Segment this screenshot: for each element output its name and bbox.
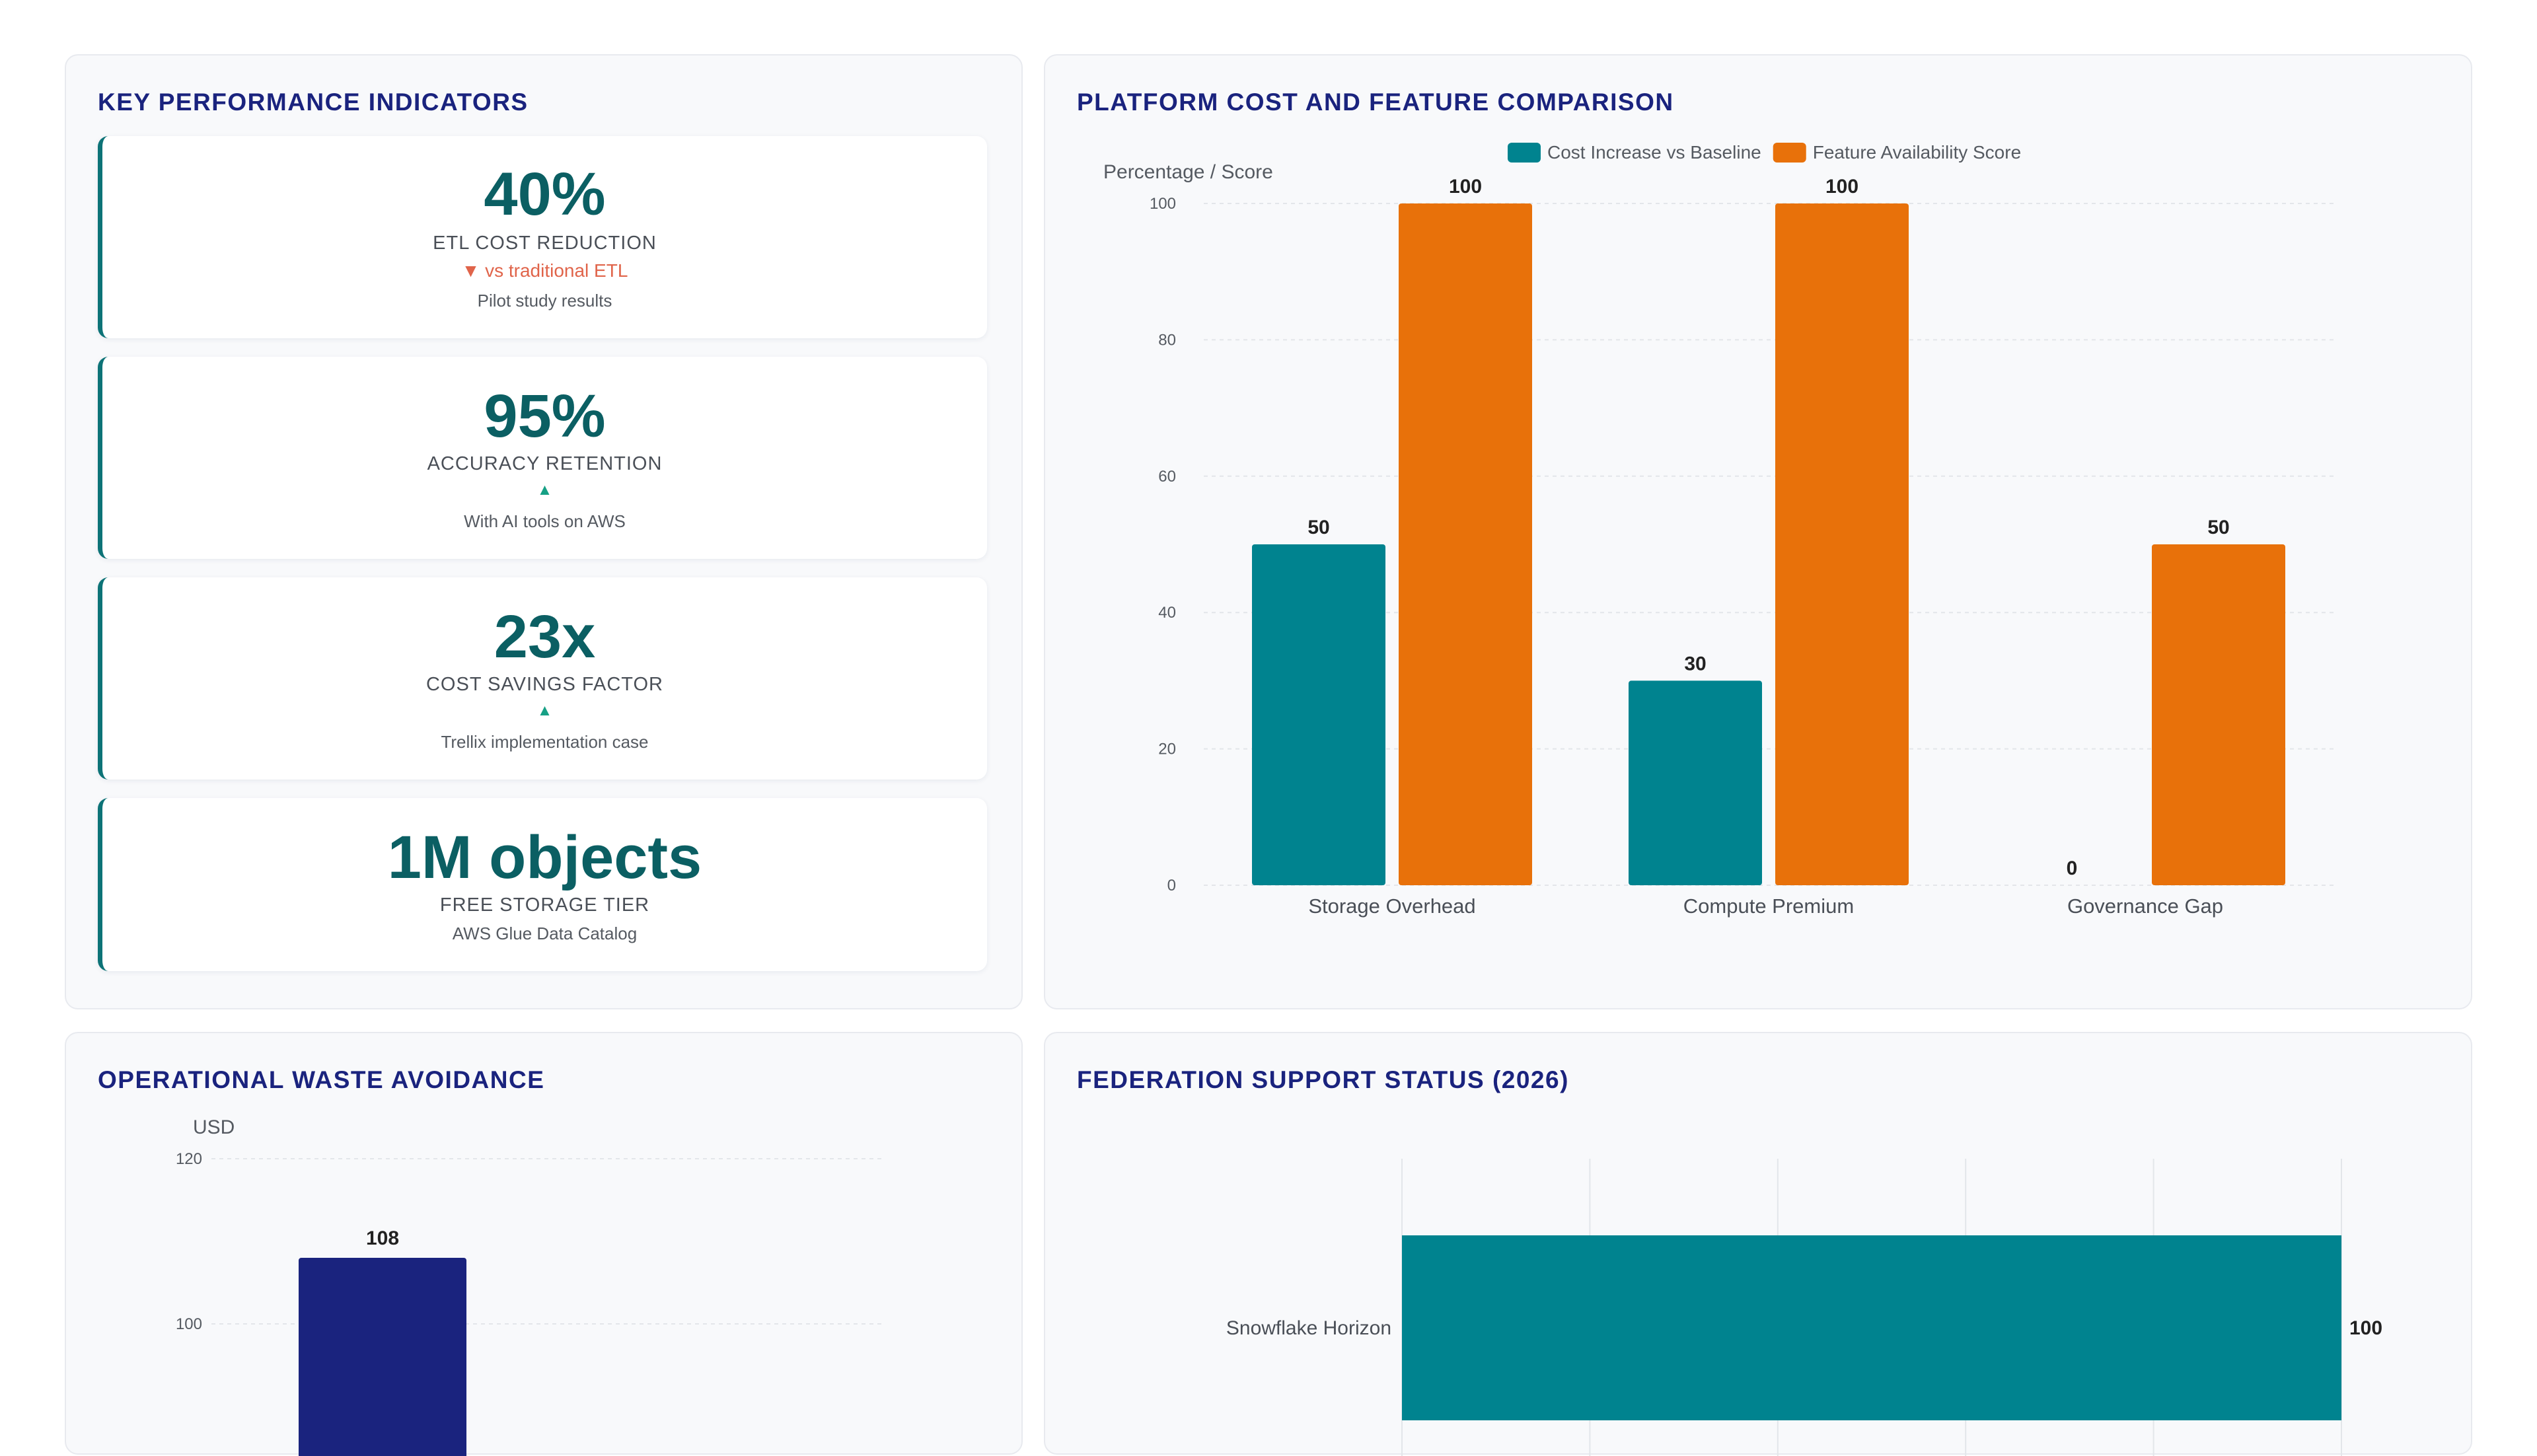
kpi-note: Trellix implementation case [441, 732, 649, 752]
federation-panel: FEDERATION SUPPORT STATUS (2026) Snowfla… [1044, 1032, 2472, 1456]
legend-label: Feature Availability Score [1813, 142, 2021, 163]
legend-swatch [1773, 143, 1806, 163]
kpi-panel: KEY PERFORMANCE INDICATORS 40% ETL COST … [65, 54, 1023, 1009]
comparison-panel-title: PLATFORM COST AND FEATURE COMPARISON [1077, 89, 1674, 116]
y-tick-label: 80 [1158, 331, 1176, 349]
bar [1399, 203, 1532, 885]
y-tick-label: Snowflake Horizon [1226, 1317, 1391, 1339]
kpi-label: ETL COST REDUCTION [433, 233, 657, 254]
y-axis-title: USD [193, 1116, 235, 1138]
bar [1629, 680, 1762, 885]
bar [1252, 544, 1385, 885]
data-label: 50 [1307, 517, 1329, 538]
federation-chart: Snowflake Horizon 100 [1226, 1159, 2382, 1456]
y-tick-label: 60 [1158, 468, 1176, 486]
kpi-note: Pilot study results [477, 291, 612, 310]
x-tick-label: Compute Premium [1683, 894, 1854, 918]
x-tick-label: Storage Overhead [1308, 894, 1475, 918]
data-label: 100 [1449, 176, 1482, 198]
data-label: 100 [1825, 176, 1858, 198]
federation-panel-title: FEDERATION SUPPORT STATUS (2026) [1077, 1066, 1569, 1093]
legend-label: Cost Increase vs Baseline [1547, 142, 1761, 163]
comparison-panel: PLATFORM COST AND FEATURE COMPARISON Cos… [1044, 54, 2472, 1009]
kpi-value: 95% [484, 382, 606, 450]
kpi-card-free-storage: 1M objects FREE STORAGE TIER AWS Glue Da… [98, 798, 987, 971]
kpi-value: 23x [494, 603, 596, 671]
kpi-trend-up: ▲ [536, 702, 553, 719]
kpi-value: 40% [484, 161, 606, 228]
y-axis-title: Percentage / Score [1103, 161, 1273, 183]
kpi-panel-title: KEY PERFORMANCE INDICATORS [98, 89, 529, 116]
bar [1402, 1235, 2341, 1420]
x-tick-label: Governance Gap [2067, 894, 2223, 918]
y-tick-label: 100 [1150, 195, 1176, 213]
kpi-trend-down: ▼ vs traditional ETL [461, 260, 628, 281]
kpi-card-accuracy: 95% ACCURACY RETENTION ▲ With AI tools o… [98, 357, 987, 559]
waste-panel: OPERATIONAL WASTE AVOIDANCE USD 100 120 108 [65, 1032, 1023, 1456]
kpi-note: With AI tools on AWS [464, 511, 626, 531]
y-tick-label: 40 [1158, 604, 1176, 622]
bar [1775, 203, 1909, 885]
y-tick-label: 20 [1158, 741, 1176, 758]
data-label: 0 [2067, 857, 2078, 879]
kpi-card-etl-cost: 40% ETL COST REDUCTION ▼ vs traditional … [98, 136, 987, 338]
bar [2152, 544, 2285, 885]
kpi-value: 1M objects [387, 824, 702, 891]
kpi-note: AWS Glue Data Catalog [452, 924, 638, 943]
waste-chart: USD 100 120 108 [176, 1116, 885, 1456]
legend-swatch [1508, 143, 1541, 163]
data-label: 100 [2349, 1317, 2382, 1339]
y-tick-label: 120 [176, 1150, 202, 1168]
waste-panel-title: OPERATIONAL WASTE AVOIDANCE [98, 1066, 545, 1093]
data-label: 50 [2207, 517, 2229, 538]
y-tick-label: 0 [1167, 877, 1176, 894]
data-label: 30 [1684, 653, 1706, 674]
kpi-label: FREE STORAGE TIER [439, 894, 650, 916]
kpi-card-cost-savings: 23x COST SAVINGS FACTOR ▲ Trellix implem… [98, 577, 987, 780]
kpi-label: COST SAVINGS FACTOR [425, 674, 663, 695]
kpi-label: ACCURACY RETENTION [427, 453, 663, 474]
bar [299, 1258, 466, 1456]
data-label: 108 [366, 1227, 399, 1249]
y-tick-label: 100 [176, 1315, 202, 1333]
comparison-chart: Cost Increase vs Baseline Feature Availab… [1103, 142, 2334, 918]
kpi-trend-up: ▲ [536, 481, 553, 499]
